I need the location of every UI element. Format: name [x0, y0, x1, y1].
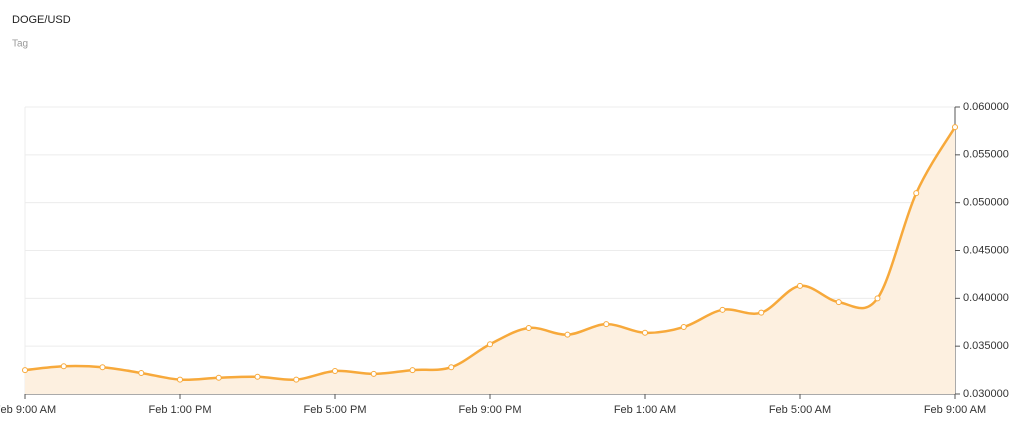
point: [874, 295, 881, 302]
point: [835, 299, 842, 306]
point: [22, 367, 28, 374]
point: [952, 124, 958, 131]
point: [525, 324, 532, 331]
point: [60, 363, 67, 370]
y-tick-label: 0.050000: [963, 197, 1009, 209]
point: [719, 306, 726, 313]
point: [138, 369, 145, 376]
x-tick-label: Feb 9:00 AM: [0, 404, 56, 416]
y-tick-label: 0.040000: [963, 292, 1009, 304]
point: [332, 368, 338, 375]
x-tick-label: Feb 1:00 PM: [149, 404, 212, 416]
point: [913, 190, 920, 197]
chart-title: DOGE/USD: [12, 14, 71, 26]
y-tick-label: 0.035000: [963, 340, 1009, 352]
point: [177, 376, 183, 383]
area: [25, 127, 955, 394]
point: [603, 321, 610, 328]
point: [487, 341, 493, 348]
point: [680, 324, 687, 331]
point: [370, 370, 377, 377]
point: [758, 309, 765, 316]
x-tick-label: Feb 9:00 PM: [459, 404, 522, 416]
x-tick-label: Feb 5:00 PM: [304, 404, 367, 416]
point: [99, 364, 106, 371]
point: [215, 374, 222, 381]
x-tick-label: Feb 9:00 AM: [924, 404, 986, 416]
y-tick-label: 0.060000: [963, 101, 1009, 113]
point: [564, 331, 571, 338]
point: [254, 373, 261, 380]
y-tick-label: 0.045000: [963, 244, 1009, 256]
point: [797, 282, 803, 289]
chart-subtitle: Tag: [12, 39, 28, 50]
point: [448, 364, 455, 371]
point: [642, 329, 648, 336]
y-tick-label: 0.055000: [963, 149, 1009, 161]
x-tick-label: Feb 5:00 AM: [769, 404, 831, 416]
y-tick-label: 0.030000: [963, 388, 1009, 400]
point: [409, 367, 416, 374]
point: [293, 376, 300, 383]
x-tick-label: Feb 1:00 AM: [614, 404, 676, 416]
